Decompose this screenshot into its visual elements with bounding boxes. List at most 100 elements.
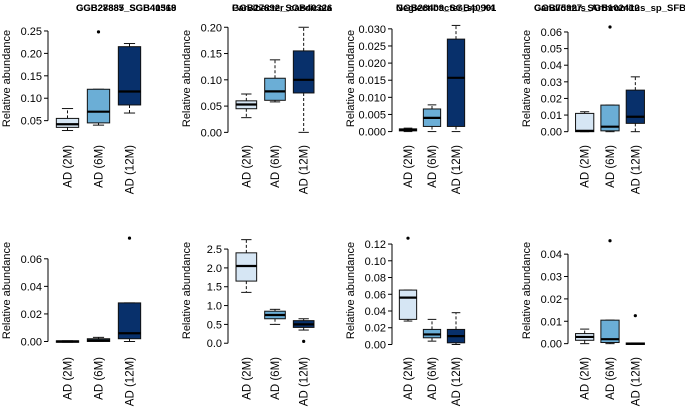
chart-title: GGB28887_SGB41568 (76, 3, 176, 14)
y-axis-label: Relative abundance (345, 30, 357, 127)
box-iqr (86, 88, 111, 124)
chart-panel-1: GGB27885_SGB40319 Relative abundance 0.05 0… (1, 3, 176, 194)
outlier-point (608, 25, 612, 29)
y-tick-label: 0.00 (21, 336, 42, 348)
box-2 (600, 239, 620, 345)
y-tick-label: 0.015 (358, 75, 386, 87)
y-tick-label: 0.010 (358, 92, 386, 104)
chart-panel-6: GGB27892_SGB40326 Relative abundance 0.0 0.… (181, 3, 332, 406)
y-tick-label: 0.04 (541, 60, 562, 72)
y-tick-label: 0.03 (541, 77, 562, 89)
x-tick-label: AD (2M) (580, 357, 592, 400)
y-tick-label: 0.15 (21, 71, 42, 83)
box-2 (86, 30, 111, 126)
chart-title: GGB27892_SGB40326 (232, 3, 332, 14)
outlier-point (127, 236, 132, 240)
y-tick-label: 0.25 (21, 26, 42, 38)
box-iqr (55, 117, 80, 128)
box-1 (235, 239, 258, 293)
y-tick-label: 0.15 (201, 49, 222, 61)
y-tick-label: 0.5 (207, 319, 222, 331)
y-tick-label: 0.05 (541, 44, 562, 56)
chart-title: Neglectibacter_sp_X4 (396, 3, 495, 14)
box-iqr (117, 46, 142, 106)
chart-title: GGB75927_SGB102412 (534, 3, 640, 14)
chart-title: Candidatus_Arthromitus_sp_SFB_mouse (534, 3, 685, 14)
y-tick-label: 0.0 (207, 338, 222, 350)
y-tick-label: 0.02 (541, 93, 562, 105)
y-tick-label: 0.02 (21, 309, 42, 321)
box-iqr (625, 89, 645, 124)
y-tick-label: 1.5 (207, 282, 222, 294)
outlier-point (302, 339, 306, 343)
box-3 (292, 318, 315, 343)
x-tick-label: AD (2M) (241, 145, 253, 188)
chart-panel-5: GGB28887_SGB41568 Relative abundance 0.00 0… (1, 3, 176, 406)
box-iqr (446, 38, 466, 127)
chart-title: GGB27885_SGB40319 (76, 3, 176, 14)
box-iqr (398, 289, 418, 320)
x-tick-label: AD (12M) (299, 145, 311, 194)
y-tick-label: 0.04 (541, 249, 562, 261)
x-tick-label: AD (2M) (403, 145, 415, 188)
y-axis-label: Relative abundance (181, 30, 193, 127)
box-1 (55, 340, 80, 343)
y-tick-label: 0.06 (21, 254, 42, 266)
box-3 (446, 312, 466, 345)
x-tick-label: AD (6M) (94, 145, 106, 188)
x-tick-label: AD (6M) (605, 145, 617, 188)
x-tick-label: AD (6M) (270, 145, 282, 188)
chart-title: Parvibacter_caecicola (232, 3, 333, 14)
y-tick-label: 0.02 (365, 323, 386, 335)
y-tick-label: 0.10 (365, 256, 386, 268)
outlier-point (406, 236, 410, 240)
box-3 (625, 314, 645, 345)
chart-panel-4: GGB75927_SGB102412 Relative abundance 0.00… (521, 3, 645, 194)
box-2 (86, 336, 111, 342)
box-3 (117, 43, 142, 114)
x-tick-label: AD (2M) (403, 357, 415, 400)
y-tick-label: 0.20 (21, 48, 42, 60)
y-tick-label: 0.01 (541, 110, 562, 122)
box-3 (117, 236, 142, 342)
box-iqr (117, 302, 142, 340)
box-2 (264, 59, 286, 103)
box-1 (575, 111, 595, 133)
y-tick-label: 0.03 (541, 272, 562, 284)
y-tick-label: 0.12 (365, 239, 386, 251)
x-tick-label: AD (12M) (451, 357, 463, 406)
box-iqr (575, 112, 595, 133)
y-tick-label: 0.20 (201, 22, 222, 34)
x-tick-label: AD (6M) (605, 357, 617, 400)
y-tick-label: 0.00 (541, 339, 562, 351)
x-tick-label: AD (12M) (630, 357, 642, 406)
y-tick-label: 0.08 (365, 273, 386, 285)
box-2 (600, 25, 620, 133)
box-iqr (600, 104, 620, 132)
y-tick-label: 0.06 (365, 289, 386, 301)
y-tick-label: 0.04 (365, 306, 386, 318)
y-axis-label: Relative abundance (521, 30, 533, 127)
y-tick-label: 0.05 (201, 101, 222, 113)
y-tick-label: 0.00 (201, 127, 222, 139)
x-tick-label: AD (6M) (427, 145, 439, 188)
y-tick-label: 0.020 (358, 58, 386, 70)
chart-title: GGB28409_SGB40991 (396, 3, 497, 14)
outlier-point (608, 239, 612, 243)
y-tick-label: 0.030 (358, 24, 386, 36)
box-3 (446, 24, 466, 133)
x-tick-label: AD (2M) (63, 145, 75, 188)
x-tick-label: AD (6M) (427, 357, 439, 400)
box-1 (398, 127, 418, 133)
box-2 (264, 308, 286, 325)
y-tick-label: 0.005 (358, 109, 386, 121)
chart-panel-7: GGB28409_SGB40991 Relative abundance 0.00 0… (345, 3, 497, 406)
box-3 (625, 76, 645, 133)
box-1 (398, 236, 418, 322)
box-iqr (264, 77, 286, 101)
y-tick-label: 0.00 (365, 339, 386, 351)
y-tick-label: 2.0 (207, 263, 222, 275)
x-tick-label: AD (12M) (630, 145, 642, 194)
y-axis-label: Relative abundance (181, 242, 193, 339)
